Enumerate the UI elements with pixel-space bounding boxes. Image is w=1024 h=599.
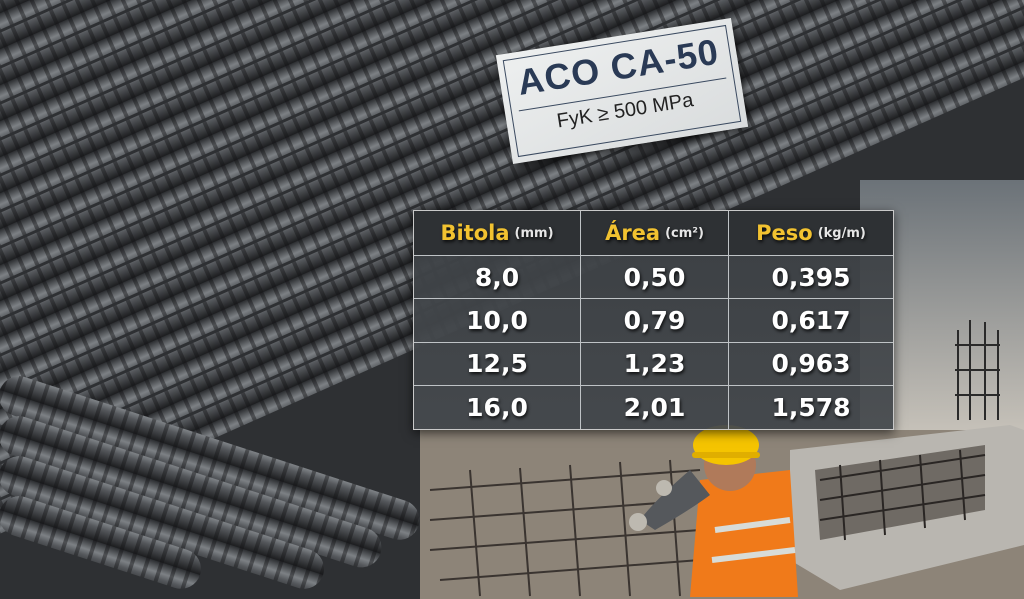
cell-area: 0,79 — [581, 299, 729, 343]
rebar — [0, 456, 325, 589]
rebar — [0, 0, 1024, 265]
cell-peso: 0,395 — [729, 256, 893, 300]
header-unit: (mm) — [514, 225, 554, 241]
header-label: Bitola — [440, 221, 510, 245]
rebar-spec-table: Bitola (mm) Área (cm²) Peso (kg/m) 8,0 0,50… — [413, 210, 894, 430]
construction-worker — [629, 425, 798, 597]
header-label: Área — [605, 221, 661, 245]
cell-bitola: 16,0 — [414, 385, 581, 429]
rebar — [0, 0, 1024, 301]
column-rebar-cage — [955, 320, 1000, 420]
rebar — [0, 0, 1024, 157]
rebar — [0, 416, 382, 568]
rebar — [0, 0, 1024, 229]
cell-peso: 0,617 — [729, 299, 893, 343]
cell-area: 0,50 — [581, 256, 729, 300]
rebar — [0, 376, 420, 540]
cell-bitola: 8,0 — [414, 256, 581, 300]
header-peso: Peso (kg/m) — [729, 211, 893, 256]
concrete-beam — [790, 425, 1024, 590]
cell-area: 1,23 — [581, 342, 729, 386]
rebar — [0, 0, 1024, 445]
header-unit: (kg/m) — [817, 225, 866, 241]
header-bitola: Bitola (mm) — [414, 211, 581, 256]
rebar-mesh — [429, 459, 701, 597]
header-label: Peso — [756, 221, 813, 245]
header-unit: (cm²) — [665, 225, 704, 241]
rebar — [0, 496, 201, 589]
cell-bitola: 12,5 — [414, 342, 581, 386]
rebar — [0, 0, 1024, 193]
cell-bitola: 10,0 — [414, 299, 581, 343]
cell-peso: 0,963 — [729, 343, 893, 386]
cell-area: 2,01 — [581, 385, 729, 429]
header-area: Área (cm²) — [581, 211, 729, 256]
cell-peso: 1,578 — [771, 392, 851, 422]
